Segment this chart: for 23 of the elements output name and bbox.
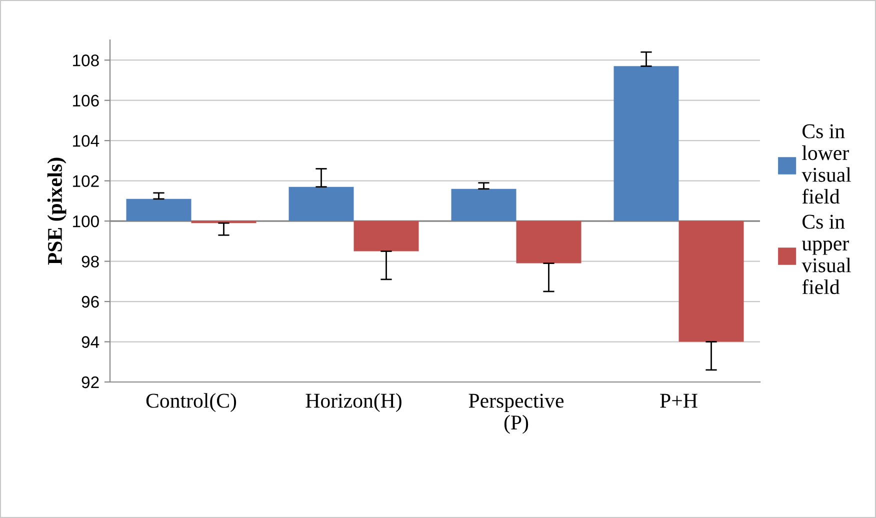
y-tick-label: 102 bbox=[73, 175, 99, 188]
bar bbox=[678, 221, 744, 342]
y-tick-label: 100 bbox=[73, 215, 99, 228]
bar bbox=[451, 188, 516, 222]
bar bbox=[354, 221, 419, 252]
y-axis-title: PSE (pixels) bbox=[47, 158, 66, 265]
legend-label: Cs in lower visual field bbox=[802, 124, 852, 204]
y-tick-label: 98 bbox=[82, 256, 99, 268]
y-tick-label: 96 bbox=[82, 296, 99, 308]
y-tick-label: 94 bbox=[82, 336, 100, 348]
bar bbox=[126, 198, 192, 222]
x-tick-label: Horizon(H) bbox=[306, 393, 402, 412]
y-tick-label: 108 bbox=[73, 54, 99, 66]
x-tick-label: Control(C) bbox=[146, 393, 236, 412]
x-tick-label: Perspective (P) bbox=[468, 394, 564, 434]
y-tick-label: 92 bbox=[82, 376, 99, 388]
legend-label: Cs in upper visual field bbox=[802, 214, 852, 294]
x-tick-label: P+H bbox=[660, 394, 698, 408]
y-tick-label: 106 bbox=[73, 94, 99, 107]
bar bbox=[614, 66, 679, 222]
y-tick-label: 104 bbox=[73, 134, 100, 147]
bar bbox=[516, 221, 582, 264]
bar bbox=[288, 186, 354, 222]
